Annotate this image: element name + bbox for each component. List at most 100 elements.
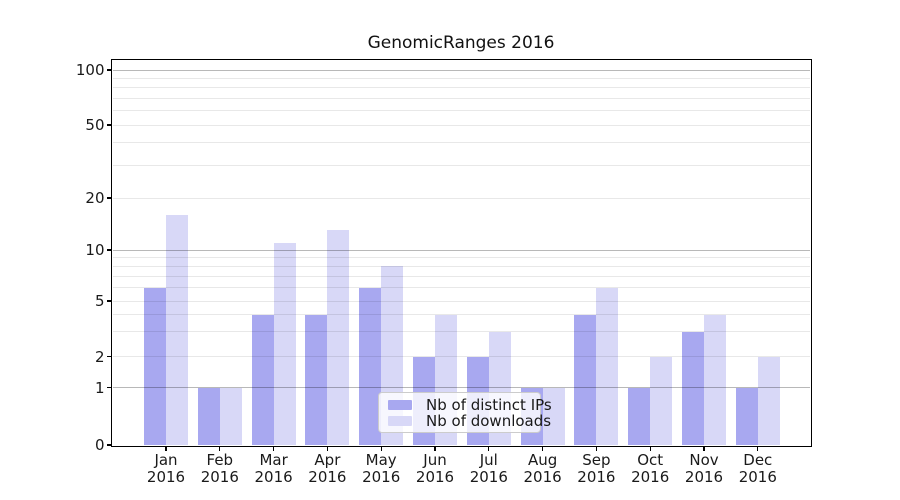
x-tick-label-dec: Dec 2016 xyxy=(726,452,790,485)
bar-oct-distinct-ips xyxy=(628,387,651,445)
bar-oct-downloads xyxy=(650,356,673,445)
gridline-60 xyxy=(112,110,810,112)
gridline-70 xyxy=(112,97,810,99)
bar-mar-distinct-ips xyxy=(251,314,274,445)
gridline-6 xyxy=(112,287,810,289)
x-tick-label-month: Jan xyxy=(154,451,178,469)
gridline-8 xyxy=(112,265,810,267)
x-tick-label-jun: Jun 2016 xyxy=(403,452,467,485)
gridline-7 xyxy=(112,275,810,277)
bar-jan-downloads xyxy=(166,214,188,445)
gridline-2 xyxy=(112,356,810,357)
x-tick-label-month: Nov xyxy=(689,451,719,469)
x-tick-label-year: 2016 xyxy=(254,467,293,486)
bar-jan-distinct-ips xyxy=(144,287,166,445)
gridline-1 xyxy=(112,387,810,388)
x-tick-label-month: Jul xyxy=(479,451,498,469)
gridline-80 xyxy=(112,87,810,89)
x-tick-label-apr: Apr 2016 xyxy=(295,452,359,485)
x-tick-label-month: Sep xyxy=(582,451,611,469)
y-tick-label-20: 20 xyxy=(85,189,105,207)
x-tick-label-month: Oct xyxy=(637,451,664,469)
x-tick-label-year: 2016 xyxy=(469,467,508,486)
x-tick-nov xyxy=(703,446,705,451)
x-tick-label-year: 2016 xyxy=(200,467,239,486)
legend-label-distinct-ips: Nb of distinct IPs xyxy=(426,396,552,414)
legend-item-downloads: Nb of downloads xyxy=(388,413,551,429)
x-tick-label-mar: Mar 2016 xyxy=(242,452,306,485)
x-tick-label-may: May 2016 xyxy=(349,452,413,485)
y-tick-label-1: 1 xyxy=(94,378,105,397)
bar-sep-downloads xyxy=(596,287,619,445)
x-tick-label-nov: Nov 2016 xyxy=(672,452,736,485)
y-tick-2 xyxy=(106,355,111,358)
x-tick-label-year: 2016 xyxy=(415,467,455,486)
x-tick-label-month: Mar xyxy=(259,451,288,469)
bar-nov-downloads xyxy=(704,314,726,445)
y-tick-1 xyxy=(106,386,111,389)
gridline-9 xyxy=(112,257,810,259)
x-tick-jul xyxy=(488,446,490,451)
x-tick-mar xyxy=(273,446,275,451)
legend: Nb of distinct IPs Nb of downloads xyxy=(378,392,552,433)
x-tick-jun xyxy=(434,446,436,451)
x-tick-sep xyxy=(595,446,597,451)
x-tick-dec xyxy=(757,446,759,451)
legend-swatch-distinct-ips xyxy=(388,399,412,411)
x-tick-label-year: 2016 xyxy=(308,467,347,486)
bar-nov-distinct-ips xyxy=(682,331,704,445)
x-tick-label-oct: Oct 2016 xyxy=(618,452,682,485)
y-tick-label-5: 5 xyxy=(94,292,105,310)
y-tick-label-50: 50 xyxy=(85,116,105,134)
x-tick-label-year: 2016 xyxy=(631,467,670,486)
x-tick-aug xyxy=(542,446,544,451)
x-tick-label-month: Feb xyxy=(206,451,234,469)
x-tick-label-month: May xyxy=(365,451,397,469)
bar-dec-downloads xyxy=(757,356,780,445)
x-tick-jan xyxy=(165,446,167,451)
x-tick-apr xyxy=(326,446,328,451)
x-tick-label-jan: Jan 2016 xyxy=(134,452,198,485)
y-tick-100 xyxy=(106,69,111,71)
x-tick-label-jul: Jul 2016 xyxy=(457,452,521,485)
bar-apr-downloads xyxy=(327,230,350,445)
legend-item-distinct-ips: Nb of distinct IPs xyxy=(388,397,552,413)
gridline-20 xyxy=(112,197,810,199)
gridline-30 xyxy=(112,165,810,167)
y-tick-label-0: 0 xyxy=(94,436,105,454)
gridline-10 xyxy=(112,249,810,251)
x-tick-label-month: Apr xyxy=(314,451,341,469)
plot-area xyxy=(112,60,810,445)
bar-apr-distinct-ips xyxy=(305,314,328,445)
gridline-100 xyxy=(112,69,810,71)
bar-may-distinct-ips xyxy=(359,287,382,445)
grid-layer xyxy=(112,60,810,445)
x-tick-label-year: 2016 xyxy=(146,467,186,486)
y-tick-20 xyxy=(106,197,111,199)
gridline-90 xyxy=(112,77,810,79)
y-tick-label-2: 2 xyxy=(94,347,105,366)
gridline-50 xyxy=(112,124,810,126)
legend-swatch-downloads xyxy=(388,415,412,427)
x-tick-label-month: Aug xyxy=(527,451,558,469)
gridline-3 xyxy=(112,331,810,333)
x-tick-label-year: 2016 xyxy=(362,467,401,486)
x-tick-feb xyxy=(219,446,221,451)
y-tick-label-100: 100 xyxy=(75,61,105,79)
bar-dec-distinct-ips xyxy=(735,387,758,445)
chart-title: GenomicRanges 2016 xyxy=(367,33,555,53)
gridline-40 xyxy=(112,142,810,144)
x-tick-may xyxy=(380,446,382,451)
x-tick-label-year: 2016 xyxy=(738,467,777,486)
x-tick-label-month: Dec xyxy=(743,451,773,469)
y-tick-50 xyxy=(106,124,111,126)
x-tick-label-aug: Aug 2016 xyxy=(511,452,575,485)
y-tick-10 xyxy=(106,249,111,251)
legend-label-downloads: Nb of downloads xyxy=(426,412,552,430)
x-tick-label-year: 2016 xyxy=(684,467,724,486)
bar-mar-downloads xyxy=(273,242,296,445)
bar-feb-distinct-ips xyxy=(197,387,220,445)
x-tick-label-sep: Sep 2016 xyxy=(564,452,628,485)
x-tick-label-year: 2016 xyxy=(523,467,562,486)
